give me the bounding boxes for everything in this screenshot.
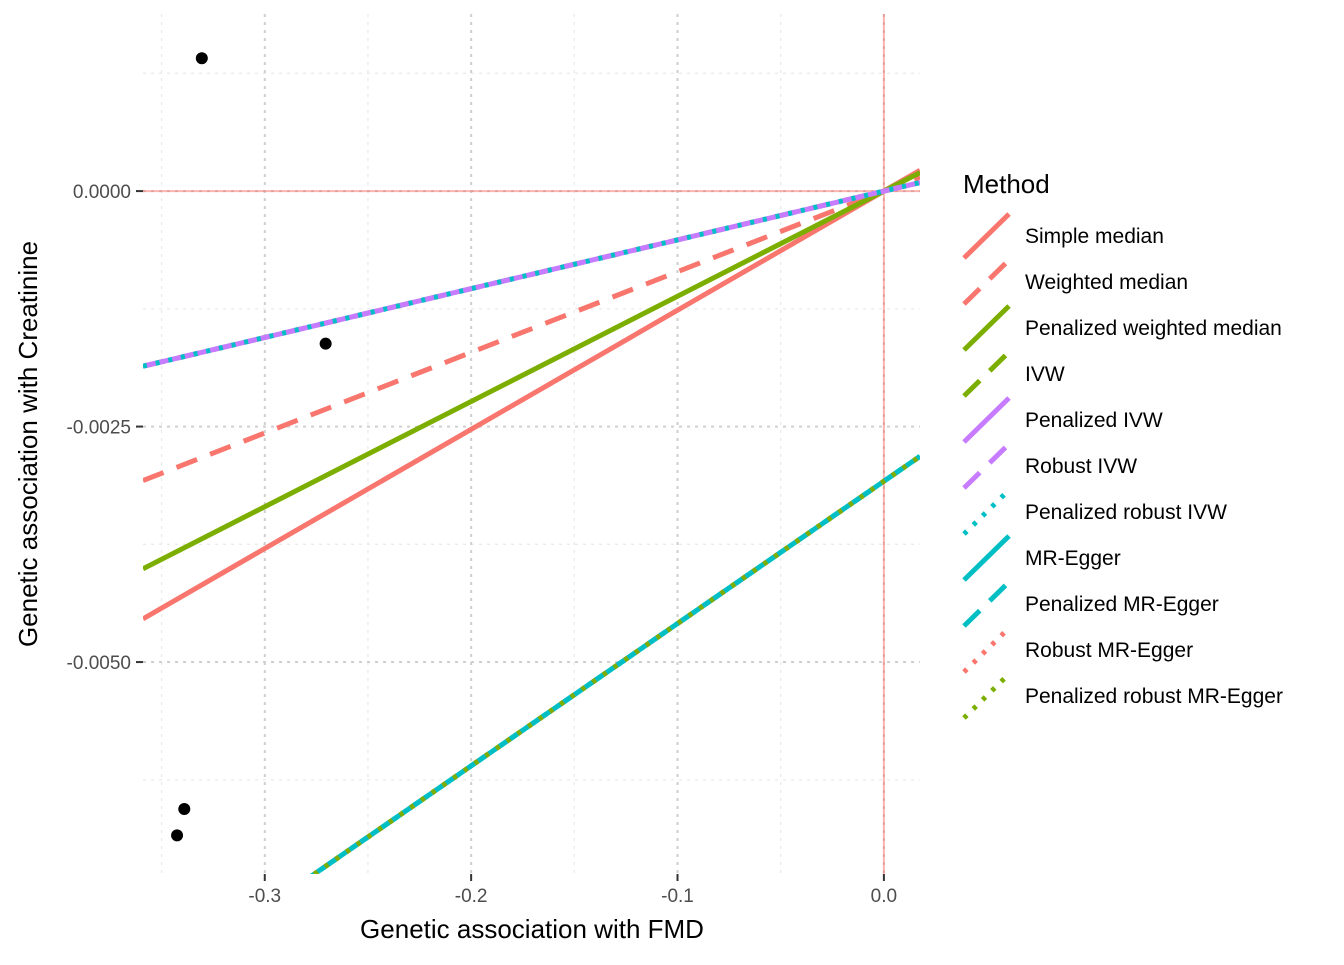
data-point [171, 829, 184, 842]
legend-key-line [962, 350, 1011, 398]
series-lines [143, 168, 920, 874]
data-point [178, 803, 191, 816]
legend-key-line [962, 626, 1011, 674]
legend-item-mr-egger: MR-Egger [962, 534, 1121, 582]
legend-label: Simple median [1025, 225, 1164, 248]
legend-key-line [962, 580, 1011, 628]
legend-key-line [962, 488, 1011, 536]
series-line-penalized-mr-egger [309, 454, 920, 874]
series-line-weighted-median [143, 174, 920, 483]
legend-item-penalized-mr-egger: Penalized MR-Egger [962, 580, 1219, 628]
axes: -0.3 -0.2 -0.1 0.0 0.0000 -0.0025 -0.0050 [67, 182, 898, 907]
legend-label: Penalized MR-Egger [1025, 593, 1219, 616]
x-tick-label: -0.2 [455, 886, 488, 907]
data-point [319, 337, 332, 350]
legend-key-line [962, 258, 1011, 306]
legend-item-weighted-median: Weighted median [962, 258, 1188, 306]
legend-label: IVW [1025, 363, 1065, 386]
legend-item-penalized-robust-mr-egger: Penalized robust MR-Egger [962, 672, 1283, 720]
series-line-penalized-weighted-median [143, 170, 920, 572]
series-line-simple-median [143, 168, 920, 622]
legend-label: Robust IVW [1025, 455, 1137, 478]
legend-item-ivw: IVW [962, 350, 1065, 398]
series-line-robust-mr-egger [309, 454, 920, 874]
data-point [195, 52, 208, 65]
x-tick-label: -0.1 [661, 886, 694, 907]
x-tick-label: 0.0 [871, 886, 897, 907]
reference-lines [143, 14, 920, 874]
legend-item-robust-ivw: Robust IVW [962, 442, 1137, 490]
legend-key-line [962, 534, 1011, 582]
legend-item-penalized-ivw: Penalized IVW [962, 396, 1163, 444]
legend-title: Method [963, 169, 1050, 199]
series-line-penalized-robust-mr-egger [309, 454, 920, 874]
legend-key-line [962, 396, 1011, 444]
y-axis-title: Genetic association with Creatinine [13, 241, 43, 647]
series-line-penalized-robust-ivw [143, 180, 920, 369]
legend-item-simple-median: Simple median [962, 212, 1164, 260]
legend-label: Penalized IVW [1025, 409, 1163, 432]
x-tick-label: -0.3 [248, 886, 281, 907]
y-tick-label: 0.0000 [73, 182, 131, 203]
legend-item-penalized-weighted-median: Penalized weighted median [962, 304, 1282, 352]
legend-item-penalized-robust-ivw: Penalized robust IVW [962, 488, 1227, 536]
legend-label: Penalized weighted median [1025, 317, 1282, 340]
y-tick-label: -0.0050 [67, 653, 131, 674]
legend-key-line [962, 304, 1011, 352]
legend-key-line [962, 672, 1011, 720]
legend-label: Penalized robust MR-Egger [1025, 685, 1283, 708]
legend: Method Simple median Weighted median Penal… [962, 169, 1283, 720]
legend-label: Weighted median [1025, 271, 1188, 294]
legend-label: MR-Egger [1025, 547, 1121, 570]
series-line-mr-egger [309, 454, 920, 874]
legend-item-robust-mr-egger: Robust MR-Egger [962, 626, 1193, 674]
x-axis-title: Genetic association with FMD [360, 914, 704, 944]
legend-label: Penalized robust IVW [1025, 501, 1227, 524]
legend-label: Robust MR-Egger [1025, 639, 1193, 662]
legend-key-line [962, 442, 1011, 490]
grid-layer [143, 14, 920, 874]
legend-key-line [962, 212, 1011, 260]
data-points [171, 52, 332, 842]
y-tick-label: -0.0025 [67, 418, 131, 439]
